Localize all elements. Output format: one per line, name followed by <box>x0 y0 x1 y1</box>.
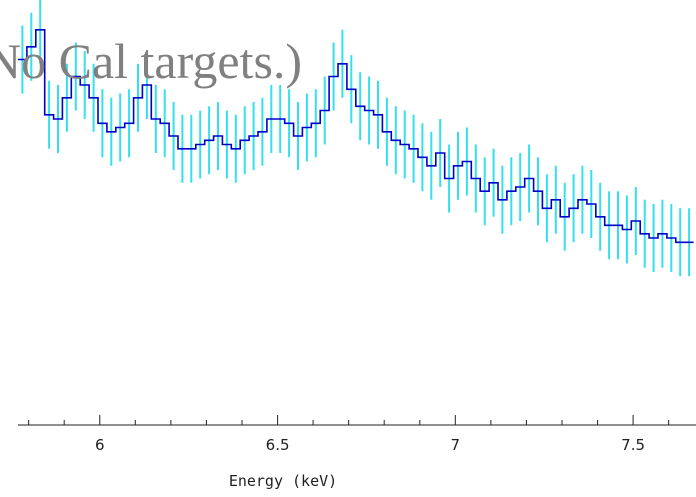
spectrum-step-path <box>18 29 694 244</box>
chart-title: No Cal targets.) <box>0 33 302 89</box>
spectrum-step-line <box>18 29 694 244</box>
x-tick-label: 6 <box>95 436 105 454</box>
x-tick-label: 7 <box>451 436 461 454</box>
x-axis-ticks: 6 6.5 7 7.5 <box>28 415 670 454</box>
x-axis-label: Energy (keV) <box>229 472 337 490</box>
x-tick-label: 6.5 <box>266 436 290 454</box>
x-tick-label: 7.5 <box>621 436 645 454</box>
